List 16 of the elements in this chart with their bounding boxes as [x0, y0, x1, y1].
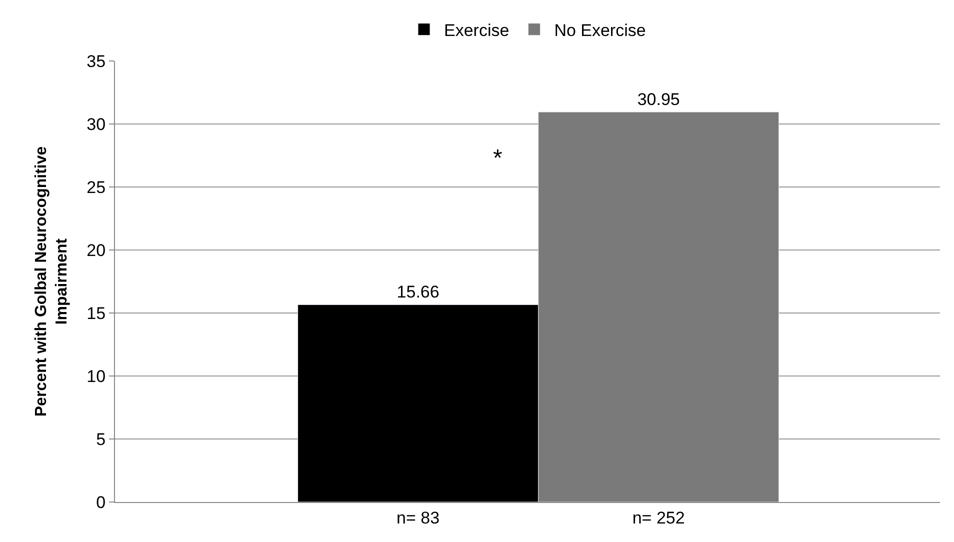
- y-tick-label: 35: [86, 52, 106, 71]
- annotation: *: [493, 145, 502, 172]
- data-label: 15.66: [396, 282, 440, 302]
- x-tick-label: n= 83: [396, 508, 440, 528]
- legend-label: Exercise: [444, 20, 510, 40]
- y-axis-title: Percent with Golbal Neurocognitive Impairment: [32, 146, 71, 417]
- legend-label: No Exercise: [554, 20, 646, 40]
- y-tick-label: 20: [86, 240, 106, 260]
- y-tick-label: 15: [86, 304, 106, 323]
- y-tick-label: 5: [96, 430, 106, 449]
- y-tick-label: 0: [96, 492, 106, 512]
- data-label: 30.95: [637, 90, 680, 110]
- y-tick-label: 10: [86, 366, 106, 386]
- x-tick-label: n= 252: [632, 508, 685, 528]
- y-tick-label: 25: [86, 178, 106, 197]
- y-tick-label: 30: [86, 114, 106, 134]
